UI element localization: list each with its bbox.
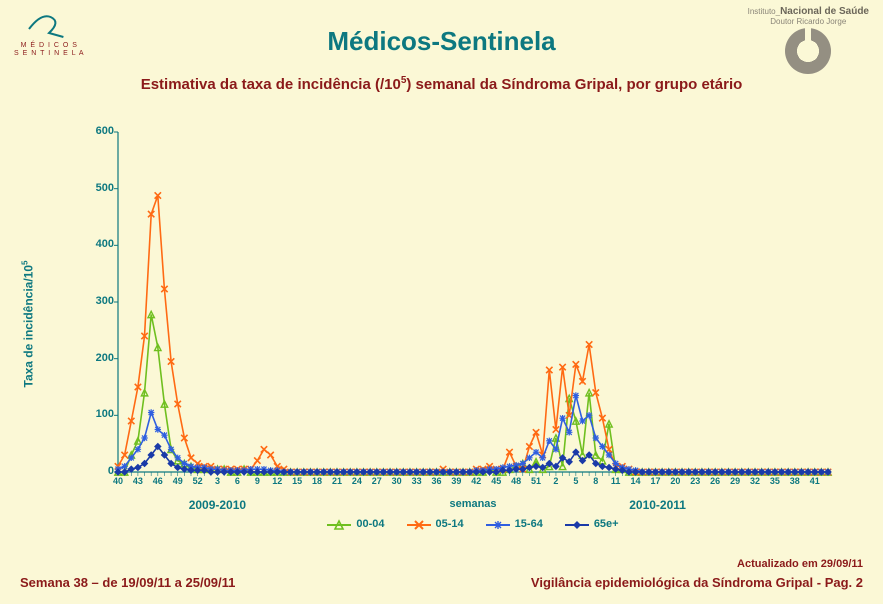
xtick-label: 6 xyxy=(235,476,240,486)
logo-medicos-sentinela: M É D I C O S S E N T I N E L A xyxy=(14,8,85,59)
period-2: 2010-2011 xyxy=(629,498,686,512)
legend-label: 65e+ xyxy=(594,518,619,530)
logo-insa: Instituto_Nacional de Saúde Doutor Ricar… xyxy=(748,6,869,74)
xtick-label: 27 xyxy=(372,476,382,486)
xtick-label: 2 xyxy=(553,476,558,486)
curve-icon xyxy=(25,8,73,42)
ytick-label: 100 xyxy=(76,408,114,420)
xtick-label: 39 xyxy=(451,476,461,486)
logo-left-line1: M É D I C O S xyxy=(14,42,85,50)
xtick-label: 14 xyxy=(631,476,641,486)
chart: Taxa de incidência/105 01002003004005006… xyxy=(70,124,850,524)
ytick-label: 600 xyxy=(76,125,114,137)
xtick-label: 3 xyxy=(215,476,220,486)
xtick-label: 48 xyxy=(511,476,521,486)
xtick-label: 18 xyxy=(312,476,322,486)
legend-label: 15-64 xyxy=(515,518,543,530)
xtick-label: 17 xyxy=(650,476,660,486)
xtick-label: 35 xyxy=(770,476,780,486)
xtick-label: 40 xyxy=(113,476,123,486)
xtick-label: 41 xyxy=(810,476,820,486)
ytick-label: 400 xyxy=(76,238,114,250)
ring-icon xyxy=(785,28,831,74)
footer-right: Vigilância epidemiológica da Síndroma Gr… xyxy=(531,575,863,590)
plot-area: 0100200300400500600 xyxy=(118,132,828,472)
xtick-label: 49 xyxy=(173,476,183,486)
xtick-label: 30 xyxy=(392,476,402,486)
xtick-label: 11 xyxy=(611,476,621,486)
legend-item: 05-14 xyxy=(407,518,464,530)
ytick-label: 0 xyxy=(76,465,114,477)
insa-strong: Nacional de Saúde xyxy=(780,6,869,17)
xtick-label: 32 xyxy=(750,476,760,486)
page-subtitle: Estimativa da taxa de incidência (/105) … xyxy=(0,75,883,93)
period-1: 2009-2010 xyxy=(189,498,246,512)
footer-left: Semana 38 – de 19/09/11 a 25/09/11 xyxy=(20,575,235,590)
xtick-label: 29 xyxy=(730,476,740,486)
xtick-label: 15 xyxy=(292,476,302,486)
xtick-label: 8 xyxy=(593,476,598,486)
xtick-label: 43 xyxy=(133,476,143,486)
legend-item: 65e+ xyxy=(565,518,619,530)
legend-swatch xyxy=(327,519,351,529)
xtick-label: 20 xyxy=(670,476,680,486)
ytick-label: 200 xyxy=(76,352,114,364)
legend-swatch xyxy=(486,519,510,529)
legend: 00-04 05-14 15-64 65e+ xyxy=(118,518,828,530)
xtick-label: 36 xyxy=(431,476,441,486)
insa-pre: Instituto_ xyxy=(748,7,780,16)
xtick-label: 12 xyxy=(272,476,282,486)
x-labels: 4043464952369121518212427303336394245485… xyxy=(118,476,828,490)
logo-left-line2: S E N T I N E L A xyxy=(14,50,85,58)
xtick-label: 38 xyxy=(790,476,800,486)
insa-sub: Doutor Ricardo Jorge xyxy=(770,17,846,26)
legend-swatch xyxy=(407,519,431,529)
legend-item: 00-04 xyxy=(327,518,384,530)
legend-swatch xyxy=(565,519,589,529)
xtick-label: 42 xyxy=(471,476,481,486)
xtick-label: 45 xyxy=(491,476,501,486)
xtick-label: 51 xyxy=(531,476,541,486)
legend-label: 05-14 xyxy=(436,518,464,530)
footer-update: Actualizado em 29/09/11 xyxy=(737,558,863,570)
xtick-label: 24 xyxy=(352,476,362,486)
xtick-label: 52 xyxy=(193,476,203,486)
xtick-label: 33 xyxy=(412,476,422,486)
xtick-label: 26 xyxy=(710,476,720,486)
xtick-label: 21 xyxy=(332,476,342,486)
legend-item: 15-64 xyxy=(486,518,543,530)
y-axis-label: Taxa de incidência/105 xyxy=(21,261,36,388)
xtick-label: 5 xyxy=(573,476,578,486)
ytick-label: 500 xyxy=(76,182,114,194)
xtick-label: 23 xyxy=(690,476,700,486)
ytick-label: 300 xyxy=(76,295,114,307)
xtick-label: 46 xyxy=(153,476,163,486)
xtick-label: 9 xyxy=(255,476,260,486)
legend-label: 00-04 xyxy=(356,518,384,530)
